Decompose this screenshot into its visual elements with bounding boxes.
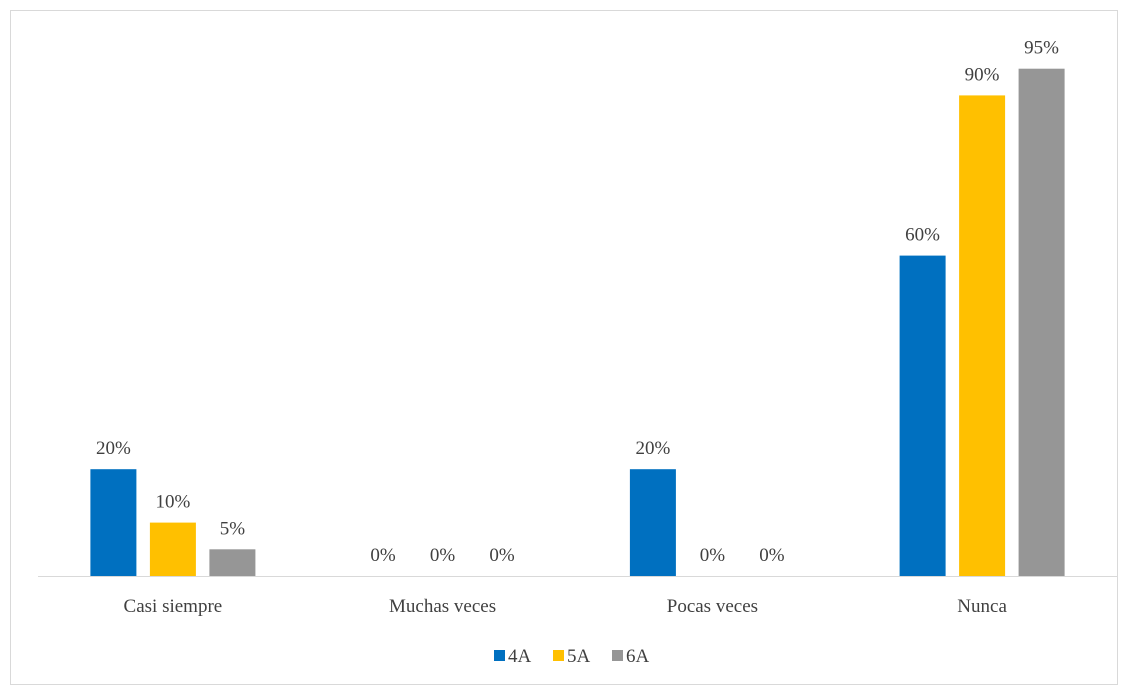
data-label-6A-3: 95%: [1024, 38, 1059, 59]
bar-6A-0: [209, 549, 256, 576]
data-label-4A-1: 0%: [370, 545, 396, 566]
bar-5A-0: [149, 522, 196, 576]
legend-label-6A: 6A: [626, 646, 650, 667]
legend-swatch-5A: [553, 650, 564, 661]
data-label-6A-1: 0%: [489, 545, 515, 566]
legend-label-5A: 5A: [567, 646, 591, 667]
category-labels-layer: Casi siempre Muchas veces Pocas veces Nunca: [124, 596, 1008, 617]
data-label-4A-3: 60%: [905, 225, 940, 246]
legend-swatch-6A: [612, 650, 623, 661]
bar-5A-3: [959, 95, 1006, 577]
category-label-1: Muchas veces: [389, 596, 496, 617]
legend: 4A 5A 6A: [494, 646, 650, 667]
data-label-4A-0: 20%: [96, 438, 131, 459]
bar-6A-3: [1018, 68, 1065, 576]
category-label-3: Nunca: [957, 596, 1007, 617]
legend-label-4A: 4A: [508, 646, 532, 667]
data-label-5A-2: 0%: [700, 545, 726, 566]
bar-4A-2: [629, 469, 676, 576]
category-label-0: Casi siempre: [124, 596, 223, 617]
data-label-6A-0: 5%: [220, 518, 246, 539]
data-label-4A-2: 20%: [635, 438, 670, 459]
data-label-5A-1: 0%: [430, 545, 456, 566]
bar-4A-0: [90, 469, 137, 576]
bars-layer: [90, 68, 1065, 577]
bar-4A-3: [899, 255, 946, 576]
data-label-5A-3: 90%: [965, 64, 1000, 85]
legend-swatch-4A: [494, 650, 505, 661]
category-label-2: Pocas veces: [667, 596, 758, 617]
data-labels-layer: 20% 10% 5% 0% 0% 0% 20% 0% 0% 60% 90% 95%: [96, 38, 1059, 566]
data-label-5A-0: 10%: [155, 492, 190, 513]
data-label-6A-2: 0%: [759, 545, 785, 566]
